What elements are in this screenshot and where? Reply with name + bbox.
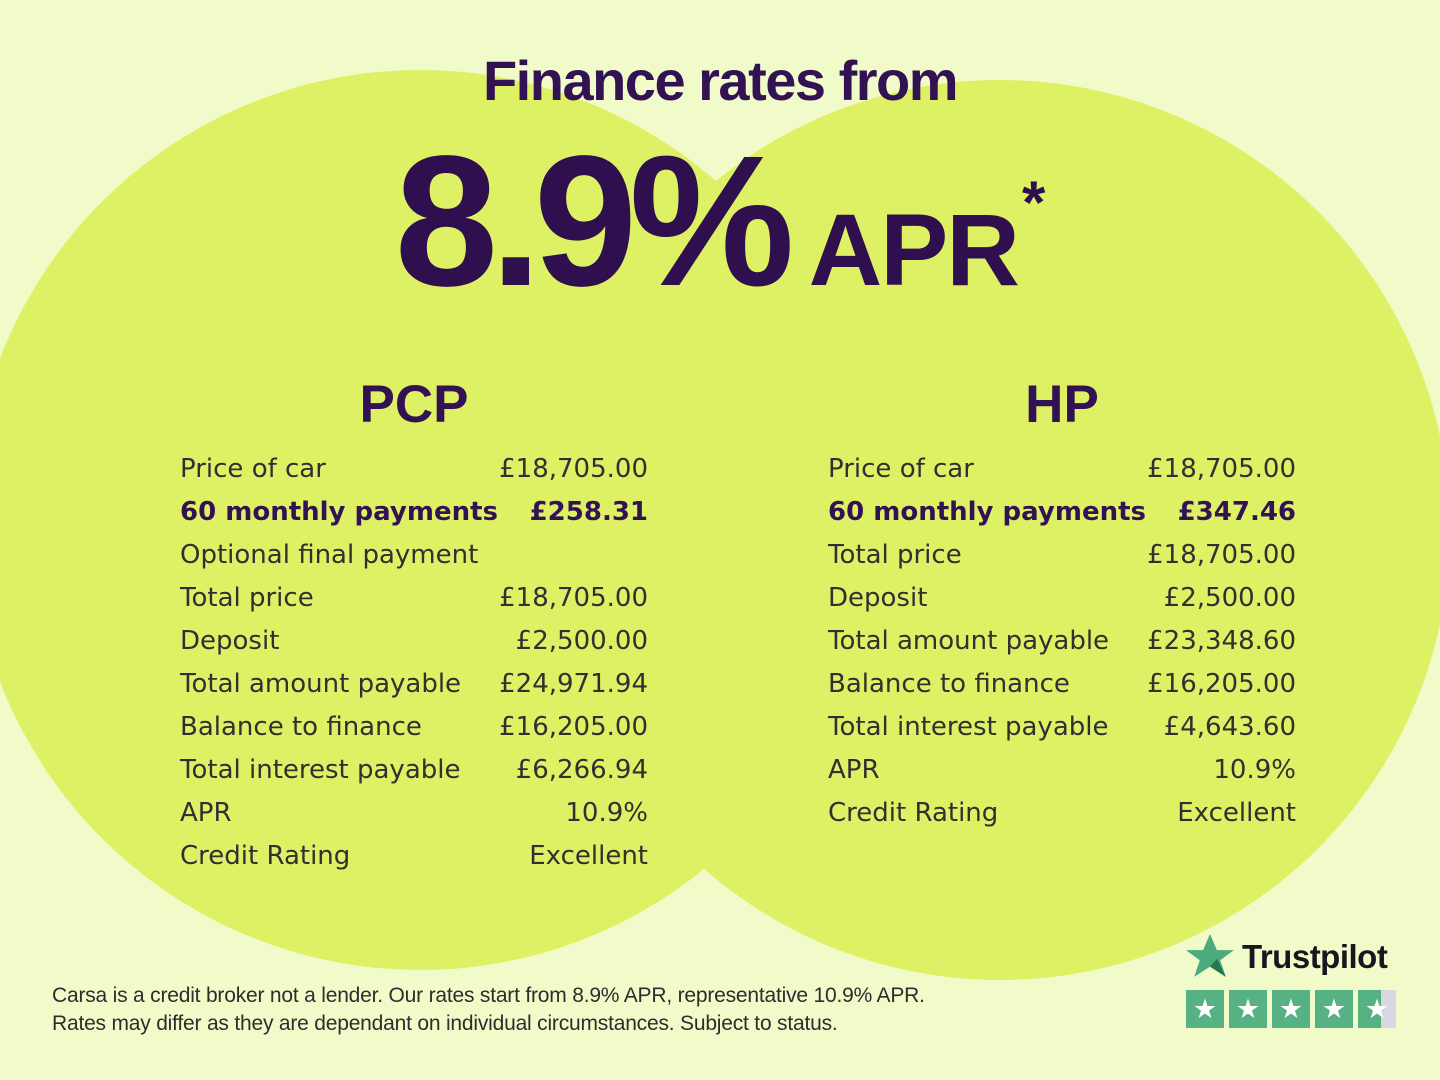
pcp-rows: Price of car £18,705.00 60 monthly payme… xyxy=(180,447,648,877)
row-value: £2,500.00 xyxy=(515,625,648,656)
row-value: £18,705.00 xyxy=(1147,453,1296,484)
table-row: APR 10.9% xyxy=(180,791,648,834)
star-icon: ★ xyxy=(1192,993,1218,1025)
rate-unit: APR xyxy=(808,193,1020,307)
pcp-title: PCP xyxy=(359,375,469,434)
table-row: Total price £18,705.00 xyxy=(180,576,648,619)
row-value: £2,500.00 xyxy=(1163,582,1296,613)
star-icon: ★ xyxy=(1364,993,1390,1025)
row-value: Excellent xyxy=(529,840,648,871)
row-value: £18,705.00 xyxy=(499,582,648,613)
table-row: Optional final payment xyxy=(180,533,648,576)
star-box: ★ xyxy=(1315,990,1353,1028)
row-value: £16,205.00 xyxy=(1147,668,1296,699)
row-label: Price of car xyxy=(828,453,974,484)
star-box: ★ xyxy=(1186,990,1224,1028)
table-row: Credit Rating Excellent xyxy=(180,834,648,877)
row-label: APR xyxy=(180,797,232,828)
row-label: 60 monthly payments xyxy=(180,496,498,527)
star-icon: ★ xyxy=(1321,993,1347,1025)
trustpilot-widget: Trustpilot ★ ★ ★ ★ ★ xyxy=(1186,934,1396,1028)
table-row: 60 monthly payments £258.31 xyxy=(180,490,648,533)
row-value: £24,971.94 xyxy=(499,668,648,699)
row-value: £16,205.00 xyxy=(499,711,648,742)
row-label: Credit Rating xyxy=(828,797,999,828)
table-row: Credit Rating Excellent xyxy=(828,791,1296,834)
row-label: Balance to finance xyxy=(180,711,422,742)
disclaimer-line-1: Carsa is a credit broker not a lender. O… xyxy=(52,984,925,1007)
table-row: Total price £18,705.00 xyxy=(828,533,1296,576)
row-value: £18,705.00 xyxy=(1147,539,1296,570)
hp-title: HP xyxy=(1025,375,1099,434)
row-value: £4,643.60 xyxy=(1163,711,1296,742)
row-label: Total amount payable xyxy=(828,625,1110,656)
pcp-section: PCP Price of car £18,705.00 60 monthly p… xyxy=(180,378,648,877)
row-label: Deposit xyxy=(828,582,928,613)
table-row: Total interest payable £6,266.94 xyxy=(180,748,648,791)
star-box: ★ xyxy=(1272,990,1310,1028)
star-box: ★ xyxy=(1229,990,1267,1028)
trustpilot-star-icon xyxy=(1186,934,1234,977)
row-label: Total price xyxy=(828,539,962,570)
table-row: Price of car £18,705.00 xyxy=(180,447,648,490)
star-icon: ★ xyxy=(1235,993,1261,1025)
star-icon: ★ xyxy=(1278,993,1304,1025)
trustpilot-logo: Trustpilot xyxy=(1186,934,1396,980)
rate-asterisk: * xyxy=(1021,169,1046,236)
hp-section: HP Price of car £18,705.00 60 monthly pa… xyxy=(828,378,1296,834)
row-value: 10.9% xyxy=(1213,754,1296,785)
table-row: APR 10.9% xyxy=(828,748,1296,791)
disclaimer-line-2: Rates may differ as they are dependant o… xyxy=(52,1012,838,1035)
table-row: Balance to finance £16,205.00 xyxy=(828,662,1296,705)
row-label: APR xyxy=(828,754,880,785)
hp-rows: Price of car £18,705.00 60 monthly payme… xyxy=(828,447,1296,834)
row-value: £258.31 xyxy=(529,496,648,527)
table-row: Total amount payable £24,971.94 xyxy=(180,662,648,705)
row-label: Optional final payment xyxy=(180,539,479,570)
table-row: Total interest payable £4,643.60 xyxy=(828,705,1296,748)
page-title: Finance rates from xyxy=(482,49,959,112)
table-row: Balance to finance £16,205.00 xyxy=(180,705,648,748)
rate-value: 8.9% xyxy=(394,118,795,325)
row-value: Excellent xyxy=(1177,797,1296,828)
headline-rate: 8.9% APR * xyxy=(0,129,1440,315)
row-value: £23,348.60 xyxy=(1147,625,1296,656)
row-label: Credit Rating xyxy=(180,840,351,871)
row-value: £347.46 xyxy=(1177,496,1296,527)
row-label: Total interest payable xyxy=(828,711,1109,742)
star-box-partial: ★ xyxy=(1358,990,1396,1028)
row-value: 10.9% xyxy=(565,797,648,828)
trustpilot-brand: Trustpilot xyxy=(1242,938,1388,975)
row-label: Total interest payable xyxy=(180,754,461,785)
row-label: Deposit xyxy=(180,625,280,656)
table-row: Total amount payable £23,348.60 xyxy=(828,619,1296,662)
row-value: £18,705.00 xyxy=(499,453,648,484)
table-row: Deposit £2,500.00 xyxy=(180,619,648,662)
row-label: 60 monthly payments xyxy=(828,496,1146,527)
row-label: Total amount payable xyxy=(180,668,462,699)
table-row: Price of car £18,705.00 xyxy=(828,447,1296,490)
table-row: 60 monthly payments £347.46 xyxy=(828,490,1296,533)
trustpilot-rating-stars: ★ ★ ★ ★ ★ xyxy=(1186,990,1396,1028)
disclaimer: Carsa is a credit broker not a lender. O… xyxy=(52,982,925,1038)
row-label: Price of car xyxy=(180,453,326,484)
row-label: Balance to finance xyxy=(828,668,1070,699)
row-label: Total price xyxy=(180,582,314,613)
background-circle-right xyxy=(550,80,1440,980)
row-value: £6,266.94 xyxy=(515,754,648,785)
table-row: Deposit £2,500.00 xyxy=(828,576,1296,619)
